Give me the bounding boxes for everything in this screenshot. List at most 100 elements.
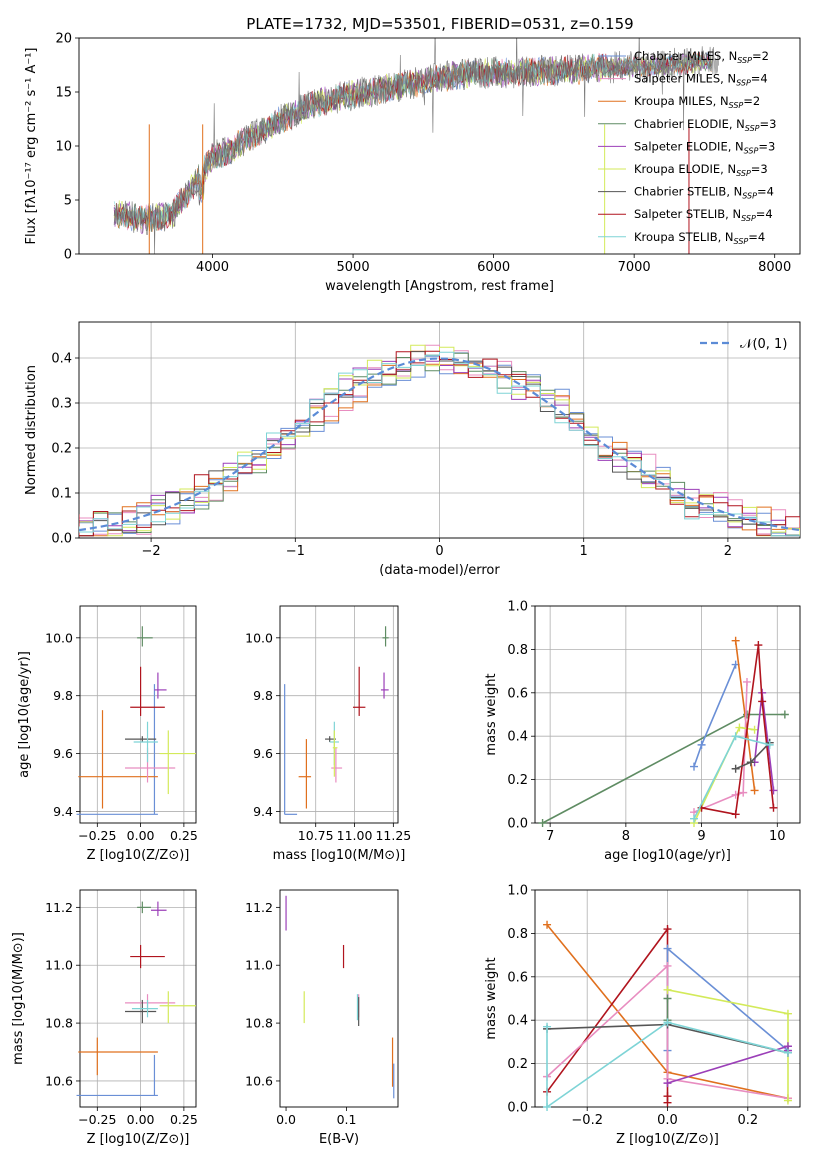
x-tick-label: 0.0: [657, 1113, 678, 1128]
weight-marker-chabrier_stelib: [731, 764, 740, 773]
legend-label: Salpeter STELIB, NSSP=4: [634, 207, 773, 223]
x-tick-label: 9: [697, 829, 705, 844]
y-tick-label: 1.0: [507, 600, 528, 615]
x-tick-label: 10: [769, 829, 786, 844]
weight-line-kroupa_stelib: [693, 735, 770, 820]
y-tick-label: 9.6: [253, 746, 273, 761]
weight-marker-salpeter_stelib: [731, 810, 740, 819]
x-tick-label: 0: [435, 544, 443, 559]
weight-marker-kroupa_stelib: [783, 1048, 792, 1057]
weight-marker-kroupa_miles: [543, 920, 552, 929]
y-tick-label: 10.8: [45, 1016, 73, 1031]
weight-marker-salpeter_elodie: [769, 786, 778, 795]
spectrum-legend: Chabrier MILES, NSSP=2 Salpeter MILES, NS…: [598, 49, 776, 246]
weight-marker-kroupa_stelib: [543, 1022, 552, 1031]
y-tick-label: 0.2: [51, 442, 72, 457]
legend-label: Chabrier MILES, NSSP=2: [634, 49, 769, 65]
y-axis-label: mass weight: [484, 673, 499, 755]
legend-label: Kroupa STELIB, NSSP=4: [634, 230, 765, 246]
weight-marker-kroupa_miles: [750, 786, 759, 795]
axes-frame: [279, 889, 399, 1108]
y-tick-label: 10.6: [245, 1073, 273, 1088]
weight-line-salpeter_miles: [693, 681, 748, 813]
weight-marker-chabrier_elodie: [538, 819, 547, 827]
y-tick-label: 15: [55, 86, 72, 101]
legend-label: Salpeter ELODIE, NSSP=3: [634, 139, 775, 155]
weight-marker-kroupa_stelib: [731, 732, 740, 741]
weight-marker-chabrier_miles: [697, 740, 706, 749]
axes-frame: [78, 37, 801, 255]
y-tick-label: 11.2: [245, 900, 273, 915]
y-tick-label: 0.0: [51, 532, 72, 547]
x-tick-label: 1: [580, 544, 588, 559]
y-tick-label: 0.4: [507, 730, 528, 745]
y-tick-label: 0.4: [51, 352, 72, 367]
y-tick-label: 0.0: [507, 817, 528, 832]
x-axis-label: age [log10(age/yr)]: [604, 848, 731, 863]
weight-marker-kroupa_stelib: [690, 814, 698, 823]
x-tick-label: 6000: [477, 260, 510, 275]
weight-line-salpeter_stelib: [546, 926, 669, 1103]
weight-marker-kroupa_elodie: [663, 985, 672, 994]
x-tick-label: 2: [724, 544, 732, 559]
spectrum-line-chabrier_stelib: [113, 52, 712, 232]
weight-line-chabrier_miles: [693, 664, 737, 767]
weight-marker-salpeter_stelib: [663, 1098, 672, 1107]
x-tick-label: −0.25: [78, 1112, 116, 1127]
age-vs-Z-panel: −0.25 0.00 0.25 9.4 9.6 9.8 10.0 Z [log10(Z/Z⊙)…: [17, 605, 198, 863]
weight-marker-salpeter_stelib: [758, 697, 767, 706]
y-axis-label: mass [log10(M/M⊙)]: [11, 932, 26, 1065]
y-tick-label: 11.0: [45, 958, 73, 973]
x-tick-label: −0.2: [571, 1113, 603, 1128]
x-tick-label: −0.25: [78, 828, 116, 843]
legend-label: Chabrier STELIB, NSSP=4: [634, 185, 774, 201]
y-tick-label: 0.6: [507, 686, 528, 701]
gaussian-curve: [79, 357, 800, 532]
y-tick-label: 9.4: [53, 804, 73, 819]
y-tick-label: 0.1: [51, 487, 72, 502]
y-tick-label: 11.0: [245, 958, 273, 973]
y-tick-label: 20: [55, 32, 72, 47]
axes-frame: [78, 321, 801, 539]
weight-line-kroupa_stelib: [546, 1021, 789, 1109]
weight-marker-kroupa_elodie: [783, 1009, 792, 1018]
y-tick-label: 0.2: [507, 773, 528, 788]
axes-frame: [534, 605, 801, 824]
hist-kroupa_stelib: [79, 351, 800, 537]
x-axis-label: (data-model)/error: [379, 563, 500, 578]
residuals-panel: −2 −1 0 1 2 0.0 0.1 0.2 0.3 0.4 (data-model)/error…: [24, 321, 801, 578]
y-tick-label: 10.0: [45, 630, 73, 645]
y-tick-label: 0.8: [507, 643, 528, 658]
axes-frame: [79, 605, 197, 824]
spectrum-data-line: [113, 38, 719, 254]
legend-label: 𝒩(0, 1): [740, 337, 787, 352]
axes-frame: [279, 605, 399, 824]
spectrum-panel: 4000 5000 6000 7000 8000 0 5 10 15 20 wavelength […: [24, 32, 801, 294]
y-tick-label: 0.8: [507, 927, 528, 942]
x-tick-label: −1: [286, 544, 305, 559]
y-tick-label: 0.6: [507, 970, 528, 985]
x-tick-label: −2: [142, 544, 161, 559]
axes-frame: [79, 889, 197, 1108]
x-axis-label: Z [log10(Z/Z⊙)]: [87, 1132, 190, 1147]
y-tick-label: 0: [64, 248, 72, 263]
weight-marker-kroupa_elodie: [783, 1096, 792, 1105]
weight-line-salpeter_elodie: [667, 1045, 789, 1084]
x-tick-label: 0.25: [170, 828, 198, 843]
y-tick-label: 10.8: [245, 1016, 273, 1031]
y-axis-label: age [log10(age/yr)]: [17, 651, 32, 778]
weight-marker-kroupa_stelib: [543, 1103, 552, 1111]
weight-vs-Z-panel: −0.2 0.0 0.2 0.0 0.2 0.4 0.6 0.8 1.0 Z [log10(Z/Z…: [484, 884, 801, 1147]
x-tick-label: 11.25: [375, 828, 411, 843]
x-axis-label: Z [log10(Z/Z⊙)]: [87, 848, 190, 863]
y-tick-label: 1.0: [507, 884, 528, 899]
y-axis-label: mass weight: [484, 957, 499, 1039]
weight-marker-salpeter_miles: [743, 677, 751, 686]
weight-marker-salpeter_stelib: [754, 641, 763, 650]
mass-vs-Z-panel: −0.25 0.00 0.25 10.6 10.8 11.0 11.2 Z [log10(Z/…: [11, 889, 198, 1147]
y-axis-label: Flux [fλ10⁻¹⁷ erg cm⁻² s⁻¹ A⁻¹]: [24, 48, 39, 245]
y-tick-label: 0.0: [507, 1101, 528, 1116]
x-tick-label: 7000: [618, 260, 651, 275]
weight-marker-chabrier_miles: [663, 944, 672, 953]
